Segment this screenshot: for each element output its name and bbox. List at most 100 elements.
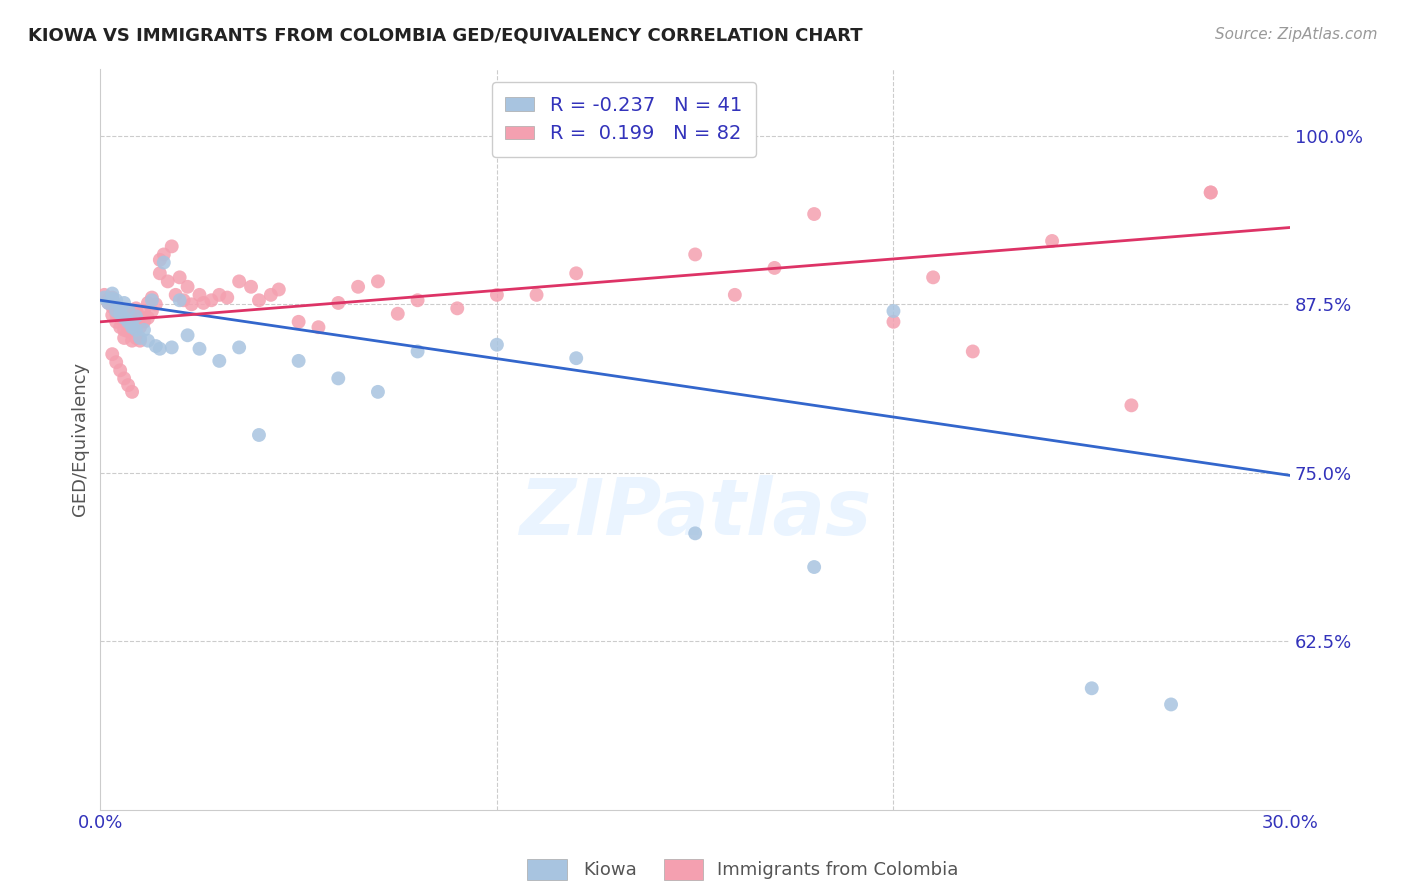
Point	[132, 315, 155, 329]
Point	[136, 296, 159, 310]
Point	[105, 299, 128, 313]
Point	[105, 307, 128, 321]
Point	[121, 384, 143, 399]
Point	[108, 310, 131, 325]
Point	[188, 288, 211, 302]
Point	[101, 347, 124, 361]
Point	[101, 308, 124, 322]
Point	[328, 371, 350, 385]
Point	[105, 315, 128, 329]
Point	[882, 304, 904, 318]
Point	[1040, 234, 1063, 248]
Point	[136, 310, 159, 325]
Point	[112, 296, 135, 310]
Point	[125, 331, 148, 345]
Point	[132, 304, 155, 318]
Point	[101, 286, 124, 301]
Point	[108, 301, 131, 316]
Point	[803, 560, 825, 574]
Point	[153, 255, 176, 269]
Point	[117, 304, 139, 318]
Point	[763, 260, 786, 275]
Point	[307, 320, 329, 334]
Point	[97, 296, 120, 310]
Point	[112, 323, 135, 337]
Point	[101, 300, 124, 314]
Point	[406, 344, 429, 359]
Point	[125, 318, 148, 332]
Point	[117, 315, 139, 329]
Point	[176, 280, 198, 294]
Point	[347, 280, 370, 294]
Point	[169, 270, 191, 285]
Point	[93, 291, 115, 305]
Point	[112, 310, 135, 325]
Point	[125, 301, 148, 316]
Point	[328, 296, 350, 310]
Point	[156, 274, 179, 288]
Point	[97, 296, 120, 310]
Point	[1160, 698, 1182, 712]
Point	[169, 293, 191, 308]
Point	[387, 307, 409, 321]
Point	[683, 526, 706, 541]
Point	[105, 355, 128, 369]
Point	[108, 320, 131, 334]
Text: Kiowa: Kiowa	[583, 861, 637, 879]
Point	[145, 339, 167, 353]
Point	[136, 334, 159, 348]
Point	[180, 297, 202, 311]
Point	[97, 292, 120, 306]
Point	[145, 297, 167, 311]
Text: ZIPatlas: ZIPatlas	[519, 475, 872, 551]
Point	[240, 280, 263, 294]
Point	[105, 293, 128, 308]
Point	[367, 384, 389, 399]
Point	[208, 288, 231, 302]
Text: Immigrants from Colombia: Immigrants from Colombia	[717, 861, 959, 879]
Point	[117, 302, 139, 317]
Point	[129, 310, 152, 324]
Point	[149, 266, 172, 280]
Point	[287, 315, 309, 329]
Point	[208, 354, 231, 368]
Text: KIOWA VS IMMIGRANTS FROM COLOMBIA GED/EQUIVALENCY CORRELATION CHART: KIOWA VS IMMIGRANTS FROM COLOMBIA GED/EQ…	[28, 27, 863, 45]
Point	[485, 288, 508, 302]
Point	[1080, 681, 1102, 696]
Point	[247, 293, 270, 308]
Point	[108, 307, 131, 321]
Point	[117, 315, 139, 329]
Point	[446, 301, 468, 316]
Y-axis label: GED/Equivalency: GED/Equivalency	[72, 362, 89, 516]
Point	[217, 291, 239, 305]
Point	[112, 331, 135, 345]
Point	[141, 293, 163, 308]
Point	[108, 363, 131, 377]
Point	[153, 247, 176, 261]
Point	[121, 320, 143, 334]
Point	[962, 344, 984, 359]
Point	[160, 340, 183, 354]
Point	[121, 318, 143, 332]
Point	[1199, 186, 1222, 200]
Point	[121, 334, 143, 348]
Point	[117, 324, 139, 338]
Point	[1121, 398, 1143, 412]
Point	[193, 296, 215, 310]
Point	[565, 351, 588, 366]
Point	[129, 320, 152, 334]
Point	[406, 293, 429, 308]
Point	[188, 342, 211, 356]
Point	[200, 293, 222, 308]
Point	[141, 304, 163, 318]
Legend: R = -0.237   N = 41, R =  0.199   N = 82: R = -0.237 N = 41, R = 0.199 N = 82	[492, 82, 756, 157]
Point	[121, 304, 143, 318]
Point	[367, 274, 389, 288]
Point	[724, 288, 747, 302]
Point	[149, 342, 172, 356]
Point	[247, 428, 270, 442]
Point	[165, 288, 187, 302]
Point	[260, 288, 283, 302]
Point	[112, 371, 135, 385]
Point	[141, 291, 163, 305]
